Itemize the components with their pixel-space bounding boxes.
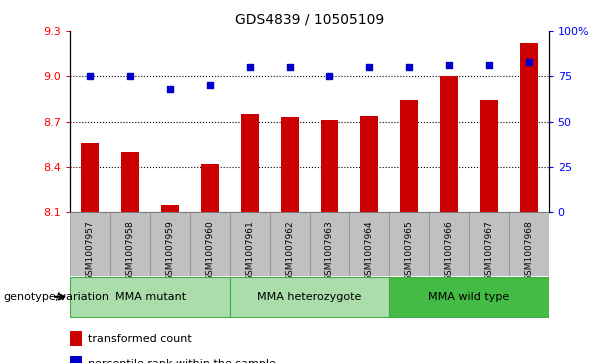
Bar	[70, 277, 230, 317]
Bar	[70, 331, 82, 346]
FancyBboxPatch shape	[270, 212, 310, 276]
Point	[86, 73, 96, 79]
Text: GSM1007966: GSM1007966	[444, 220, 454, 281]
Text: GSM1007968: GSM1007968	[524, 220, 533, 281]
Text: MMA heterozygote: MMA heterozygote	[257, 292, 362, 302]
FancyBboxPatch shape	[190, 212, 230, 276]
Bar	[440, 76, 458, 212]
Point	[166, 86, 175, 92]
Text: GSM1007964: GSM1007964	[365, 220, 374, 281]
Text: GSM1007960: GSM1007960	[205, 220, 215, 281]
Title: GDS4839 / 10505109: GDS4839 / 10505109	[235, 13, 384, 27]
FancyBboxPatch shape	[110, 212, 150, 276]
Text: GSM1007961: GSM1007961	[245, 220, 254, 281]
FancyBboxPatch shape	[150, 212, 190, 276]
Text: GSM1007957: GSM1007957	[86, 220, 95, 281]
Point	[364, 64, 374, 70]
FancyBboxPatch shape	[469, 212, 509, 276]
Bar	[70, 356, 82, 363]
Bar	[281, 117, 299, 212]
Point	[125, 73, 135, 79]
Bar	[121, 152, 139, 212]
Point	[484, 62, 494, 68]
FancyBboxPatch shape	[70, 212, 110, 276]
Bar	[520, 43, 538, 212]
FancyBboxPatch shape	[389, 212, 429, 276]
Bar	[360, 115, 378, 212]
FancyBboxPatch shape	[230, 212, 270, 276]
Text: GSM1007958: GSM1007958	[126, 220, 135, 281]
Text: genotype/variation: genotype/variation	[3, 292, 109, 302]
Bar	[82, 143, 99, 212]
Text: GSM1007959: GSM1007959	[166, 220, 175, 281]
Text: MMA mutant: MMA mutant	[115, 292, 186, 302]
Text: transformed count: transformed count	[88, 334, 191, 344]
Text: GSM1007967: GSM1007967	[484, 220, 493, 281]
Text: GSM1007965: GSM1007965	[405, 220, 414, 281]
FancyBboxPatch shape	[349, 212, 389, 276]
Bar	[480, 101, 498, 212]
Bar	[230, 277, 389, 317]
Bar	[161, 205, 179, 212]
Text: GSM1007963: GSM1007963	[325, 220, 334, 281]
Point	[405, 64, 414, 70]
Bar	[400, 101, 418, 212]
FancyBboxPatch shape	[310, 212, 349, 276]
Text: MMA wild type: MMA wild type	[428, 292, 509, 302]
Bar	[389, 277, 549, 317]
Point	[245, 64, 255, 70]
Bar	[241, 114, 259, 212]
Text: percentile rank within the sample: percentile rank within the sample	[88, 359, 276, 363]
Point	[284, 64, 294, 70]
Text: GSM1007962: GSM1007962	[285, 220, 294, 281]
Point	[205, 82, 215, 88]
Point	[325, 73, 335, 79]
Bar	[201, 164, 219, 212]
Point	[444, 62, 454, 68]
Point	[524, 59, 533, 65]
FancyBboxPatch shape	[509, 212, 549, 276]
Bar	[321, 120, 338, 212]
FancyBboxPatch shape	[429, 212, 469, 276]
